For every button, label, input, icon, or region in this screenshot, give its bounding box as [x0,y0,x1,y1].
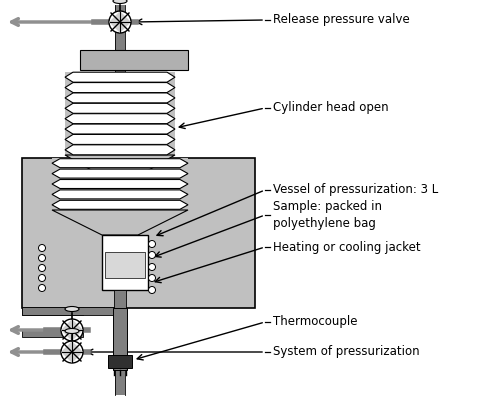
Polygon shape [52,179,188,188]
Text: System of pressurization: System of pressurization [273,346,420,359]
Bar [115,5,125,395]
Polygon shape [65,93,175,103]
Text: Heating or cooling jacket: Heating or cooling jacket [273,241,420,254]
Polygon shape [65,145,175,155]
Ellipse shape [113,0,127,4]
Circle shape [61,319,83,341]
Polygon shape [65,134,175,144]
Ellipse shape [65,328,79,333]
Circle shape [109,11,131,33]
Circle shape [148,274,156,282]
Polygon shape [65,72,175,82]
Circle shape [38,254,46,262]
Bar [80,50,188,70]
Circle shape [38,284,46,291]
Text: Vessel of pressurization: 3 L: Vessel of pressurization: 3 L [273,184,438,197]
Bar [22,329,83,337]
Polygon shape [52,169,188,178]
Circle shape [148,241,156,247]
Polygon shape [52,210,188,235]
Bar [102,235,148,290]
Polygon shape [52,159,188,168]
Bar [105,252,145,278]
Polygon shape [52,200,188,209]
Circle shape [148,252,156,258]
Bar [22,307,83,315]
Circle shape [148,263,156,271]
Bar [22,158,255,308]
Bar [114,290,126,308]
Circle shape [38,265,46,271]
Polygon shape [65,83,175,92]
Polygon shape [65,103,175,113]
Bar [52,158,188,210]
Bar [108,355,132,368]
Text: Cylinder head open: Cylinder head open [273,101,388,114]
Circle shape [38,245,46,252]
Circle shape [38,274,46,282]
Polygon shape [52,190,188,199]
Polygon shape [110,12,130,32]
Circle shape [148,287,156,293]
Polygon shape [62,320,82,340]
Bar [113,308,127,370]
Text: Release pressure valve: Release pressure valve [273,13,410,26]
Bar [22,307,115,315]
Text: Thermocouple: Thermocouple [273,315,357,328]
Bar [65,72,175,155]
Circle shape [61,341,83,363]
Polygon shape [65,124,175,134]
Polygon shape [62,342,82,362]
Text: Sample: packed in
polyethylene bag: Sample: packed in polyethylene bag [273,200,382,230]
Ellipse shape [65,306,79,311]
Polygon shape [65,155,175,175]
Polygon shape [65,114,175,124]
